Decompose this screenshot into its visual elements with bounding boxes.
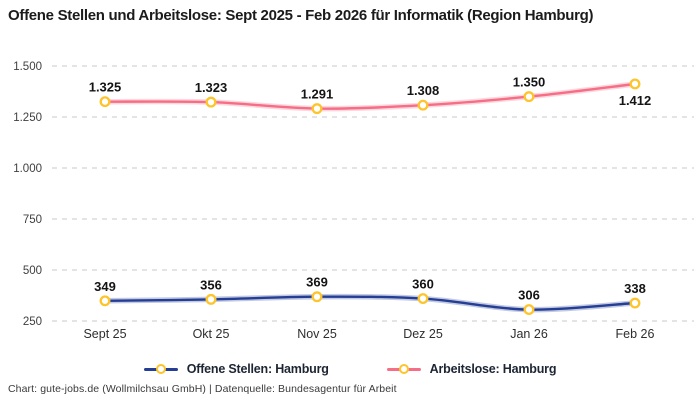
attribution-footer: Chart: gute-jobs.de (Wollmilchsau GmbH) … [8,383,397,395]
x-tick-label: Okt 25 [193,327,230,341]
y-tick-label: 1.250 [13,112,42,124]
data-point-marker [99,295,111,307]
data-point-label: 1.412 [619,93,652,108]
data-point-marker [629,297,641,309]
series-line [103,295,637,311]
data-point-marker [629,78,641,90]
data-point-label: 338 [624,281,646,296]
x-tick-label: Sept 25 [83,327,126,341]
data-point-marker [311,103,323,115]
line-chart: 1.500 1.250 1.000 750 500 250 Sept 25 Okt 25 Nov… [13,61,694,341]
data-point-label: 1.291 [301,87,334,102]
data-point-marker [417,99,429,111]
data-point-marker [99,96,111,108]
data-point-label: 1.323 [195,80,228,95]
data-point-marker [311,291,323,303]
data-point-label: 356 [200,277,222,292]
data-point-label: 306 [518,288,540,303]
legend-label: Arbeitslose: Hamburg [429,362,557,376]
x-tick-label: Feb 26 [616,327,655,341]
data-point-label: 369 [306,275,328,290]
data-point-marker [523,304,535,316]
data-point-label: 1.308 [407,83,440,98]
data-point-marker [523,91,535,103]
y-tick-label: 250 [23,316,42,328]
legend-item-arbeitslose: Arbeitslose: Hamburg [386,362,557,376]
data-point-label: 349 [94,279,116,294]
series-line [103,82,637,110]
data-point-marker [417,293,429,305]
data-point-label: 1.325 [89,80,122,95]
legend-line-marker-icon [143,364,178,375]
x-tick-label: Dez 25 [403,327,443,341]
plot-area: 1.500 1.250 1.000 750 500 250 Sept 25 Okt 25 Nov… [0,50,700,350]
x-tick-label: Jan 26 [510,327,548,341]
chart-title: Offene Stellen und Arbeitslose: Sept 202… [8,7,594,24]
y-tick-label: 500 [23,265,42,277]
y-tick-label: 1.500 [13,61,42,73]
y-tick-label: 750 [23,214,42,226]
legend-label: Offene Stellen: Hamburg [186,362,329,376]
x-tick-label: Nov 25 [297,327,337,341]
data-point-marker [205,96,217,108]
series-line-halo [102,293,638,313]
legend-item-offene-stellen: Offene Stellen: Hamburg [143,362,329,376]
data-point-label: 1.350 [513,75,546,90]
legend-line-marker-icon [386,364,421,375]
series-line-halo [102,81,638,112]
y-tick-label: 1.000 [13,163,42,175]
data-point-marker [205,293,217,305]
data-point-label: 360 [412,277,434,292]
legend: Offene Stellen: Hamburg Arbeitslose: Ham… [0,356,700,382]
